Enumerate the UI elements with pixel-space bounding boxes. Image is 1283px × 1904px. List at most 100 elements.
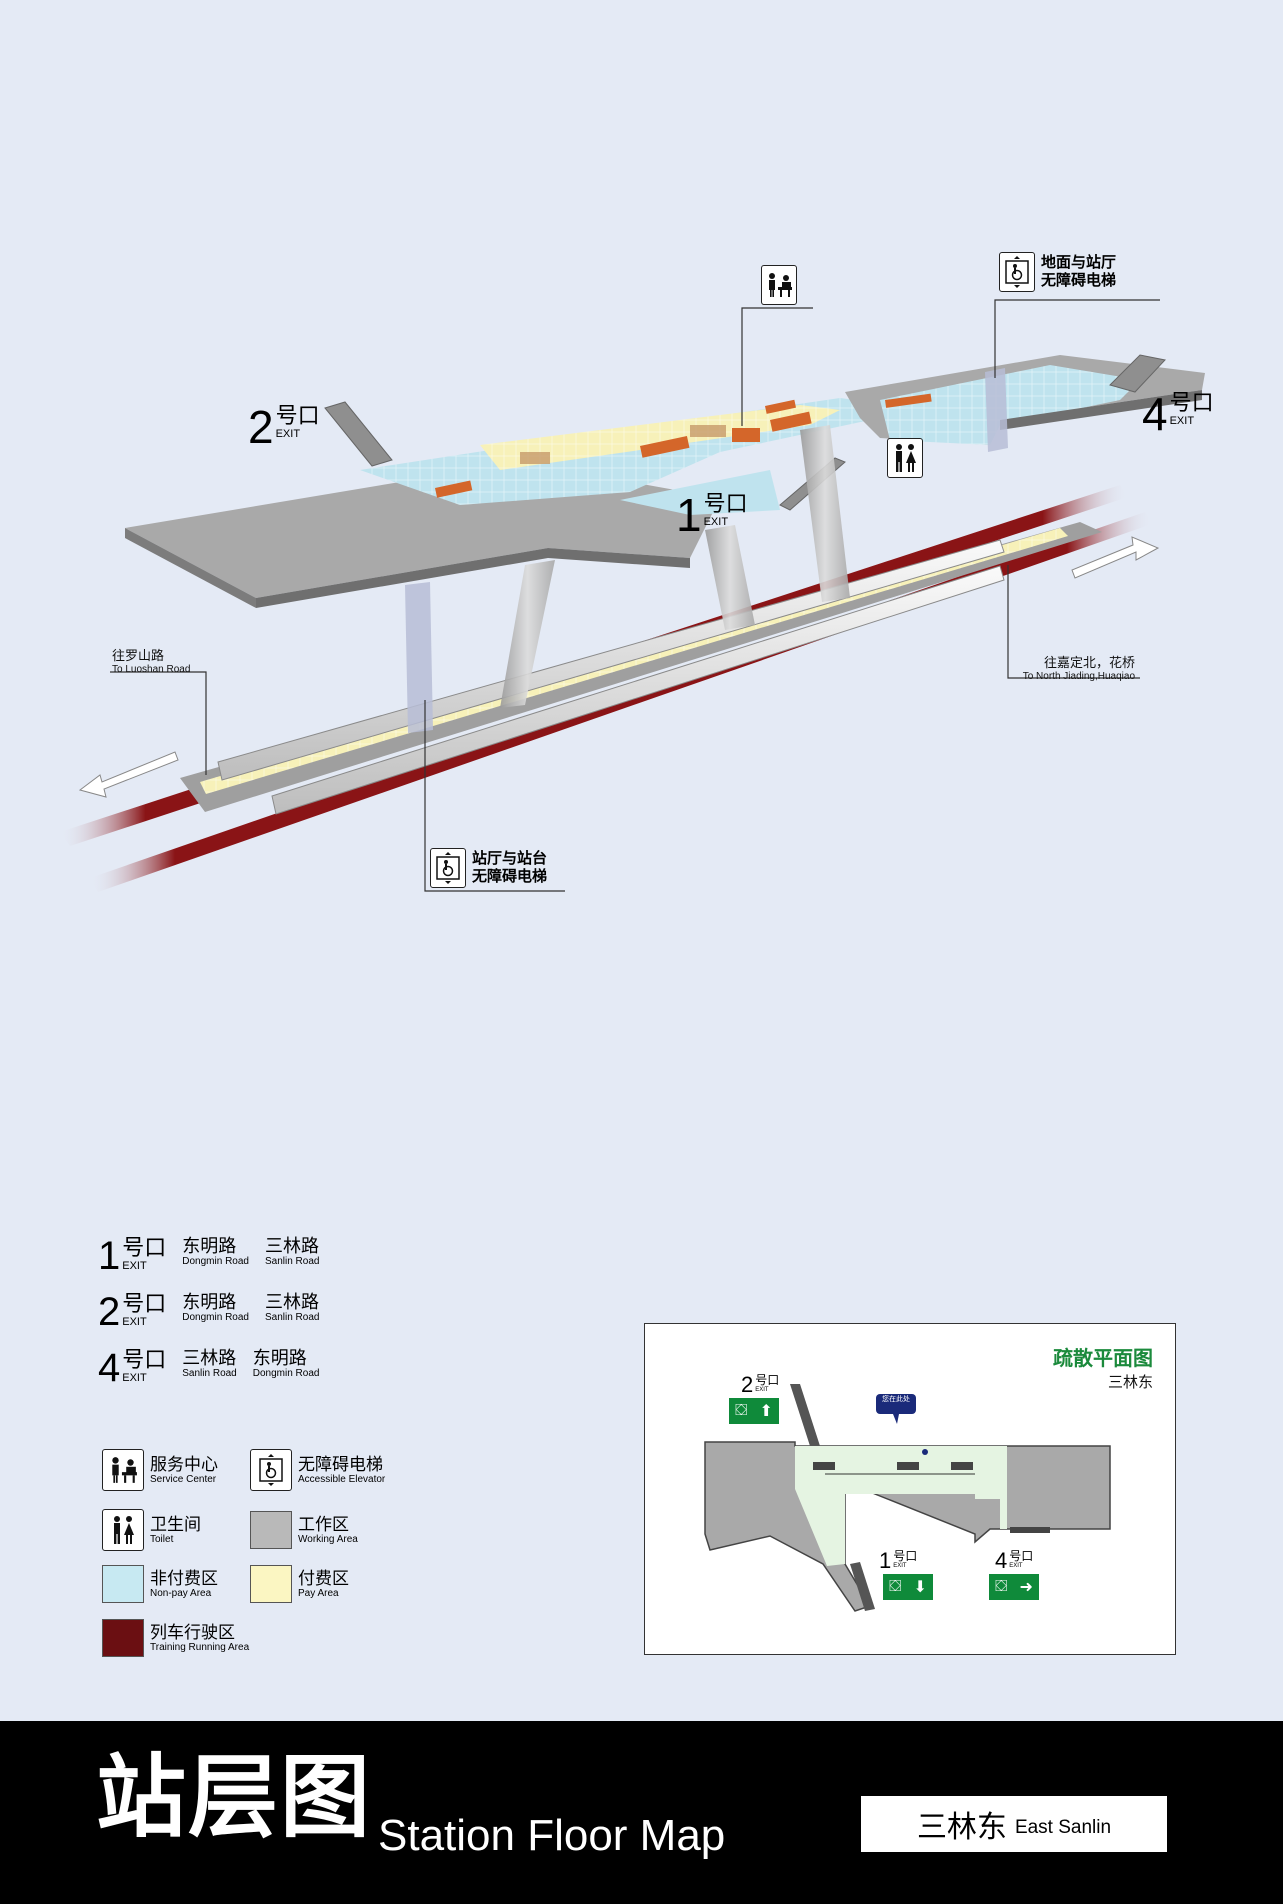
road-cn: 三林路 (264, 1236, 319, 1256)
exit-label-en: EXIT (755, 1387, 769, 1393)
evac-exit-4-label: 4 号口 EXIT (995, 1550, 1033, 1572)
legend-label-en: Toilet (150, 1534, 174, 1545)
toilet-callout-icon (887, 438, 923, 478)
road-cn: 东明路 (252, 1348, 307, 1368)
footer-bar: 站层图 Station Floor Map 三林东 East Sanlin (0, 1721, 1283, 1904)
exit-label-en: EXIT (122, 1316, 147, 1328)
exit-label-cn: 号口 (893, 1549, 918, 1563)
road-en: Sanlin Road (182, 1368, 237, 1379)
running-area-swatch (102, 1619, 144, 1657)
station-name-en: East Sanlin (1014, 1817, 1112, 1838)
columns (405, 368, 1008, 733)
exit-label-cn: 号口 (1009, 1549, 1034, 1563)
platform-elevator-callout: 站厅与站台 无障碍电梯 (430, 848, 547, 888)
station-name-cn: 三林东 (916, 1811, 1007, 1844)
service-center-icon (102, 1449, 144, 1491)
exit-number: 2 (98, 1290, 121, 1334)
arrow-right-icon: ➜ (1019, 1579, 1033, 1596)
legend-label-en: Pay Area (298, 1588, 339, 1599)
accessible-elevator-icon (250, 1449, 292, 1491)
exit-number: 4 (995, 1548, 1008, 1573)
road-cn: 东明路 (182, 1236, 237, 1256)
evac-exit-1-sign: ⛋ ⬇ (883, 1574, 933, 1600)
legend-label-cn: 付费区 (298, 1569, 349, 1588)
road-en: Dongmin Road (252, 1368, 320, 1379)
exit-label-en: EXIT (122, 1260, 147, 1272)
direction-right-cn: 往嘉定北，花桥 (1044, 655, 1136, 670)
service-center-callout-icon (761, 265, 797, 305)
direction-right-en: To North Jiading,Huaqiao (1022, 671, 1136, 682)
direction-left-en: To Luoshan Road (112, 664, 191, 675)
non-pay-area-swatch (102, 1565, 144, 1603)
legend-accessible-elevator: 无障碍电梯 Accessible Elevator (250, 1449, 385, 1491)
street-elevator-line2: 无障碍电梯 (1041, 272, 1117, 289)
road-cn: 三林路 (264, 1292, 319, 1312)
footer-title-cn: 站层图 (96, 1745, 372, 1850)
legend-working-area: 工作区 Working Area (250, 1511, 358, 1549)
map-exit-4-label: 4 号口 EXIT (1142, 390, 1214, 438)
street-elevator-callout: 地面与站厅 无障碍电梯 (999, 252, 1116, 292)
legend-label-cn: 服务中心 (150, 1455, 218, 1474)
evacuation-title: 疏散平面图 (1053, 1348, 1153, 1370)
legend-label-cn: 卫生间 (150, 1515, 201, 1534)
running-man-icon: ⛋ (735, 1402, 748, 1419)
exit-number: 1 (879, 1548, 892, 1573)
accessible-elevator-icon (999, 252, 1035, 292)
road-cn: 东明路 (182, 1292, 237, 1312)
legend-label-en: Training Running Area (150, 1642, 250, 1653)
road-cn: 三林路 (182, 1348, 237, 1368)
exit-number: 1 (98, 1234, 121, 1278)
legend-label-cn: 工作区 (298, 1515, 349, 1534)
evac-exit-1-label: 1 号口 EXIT (879, 1550, 917, 1572)
legend-exit-2: 2 号口 EXIT 东明路 Dongmin Road 三林路 Sanlin Road (98, 1290, 319, 1334)
running-man-icon: ⛋ (995, 1578, 1008, 1595)
accessible-elevator-icon (430, 848, 466, 888)
legend-exit-4: 4 号口 EXIT 三林路 Sanlin Road 东明路 Dongmin Road (98, 1348, 320, 1389)
toilet-icon (102, 1509, 144, 1551)
you-are-here-marker: 您在此处 (882, 1396, 910, 1403)
concourse (125, 354, 1205, 608)
exit-label-cn: 号口 (122, 1235, 167, 1260)
direction-left-label: 往罗山路 To Luoshan Road (112, 645, 190, 675)
toilet-icon (896, 444, 916, 472)
map-exit-1-label: 1 号口 EXIT (676, 492, 748, 539)
legend-label-en: Non-pay Area (150, 1588, 212, 1599)
platform-elevator-line1: 站厅与站台 (472, 850, 548, 867)
evac-exit-2-sign: ⛋ ⬆ (729, 1398, 779, 1424)
exit-number: 2 (741, 1372, 754, 1397)
road-en: Sanlin Road (264, 1256, 320, 1267)
evacuation-plan: 疏散平面图 三林东 您在此处 2 号口 EXIT ⛋ ⬆ 1 (644, 1323, 1176, 1655)
direction-arrows (78, 536, 1160, 798)
legend-label-cn: 列车行驶区 (150, 1623, 235, 1642)
arrow-up-icon: ⬆ (759, 1403, 773, 1420)
evacuation-station: 三林东 (1107, 1374, 1153, 1391)
service-center-icon (769, 273, 792, 297)
road-en: Dongmin Road (182, 1312, 249, 1323)
legend-toilet: 卫生间 Toilet (102, 1509, 201, 1551)
exit-label-en: EXIT (122, 1372, 147, 1384)
exit-label-cn: 号口 (122, 1291, 167, 1316)
legend-non-pay-area: 非付费区 Non-pay Area (102, 1565, 218, 1603)
exit-label-cn: 号口 (755, 1373, 780, 1387)
arrow-down-icon: ⬇ (913, 1579, 927, 1596)
exit-label-en: EXIT (1169, 415, 1195, 427)
station-3d-scene (60, 299, 1205, 892)
exit-number: 2 (248, 401, 274, 453)
direction-right-label: 往嘉定北，花桥 To North Jiading,Huaqiao (1022, 652, 1135, 682)
map-exit-2-label: 2 号口 EXIT (248, 401, 320, 453)
exit-label-cn: 号口 (1169, 390, 1214, 415)
running-man-icon: ⛋ (889, 1578, 902, 1595)
footer-title-en: Station Floor Map (378, 1811, 726, 1860)
legend-label-cn: 非付费区 (150, 1569, 218, 1588)
road-en: Dongmin Road (182, 1256, 249, 1267)
exit-label-cn: 号口 (275, 403, 320, 428)
legend-label-cn: 无障碍电梯 (298, 1455, 383, 1474)
legend-label-en: Working Area (298, 1534, 358, 1545)
exit-label-en: EXIT (703, 516, 729, 528)
street-elevator-line1: 地面与站厅 (1041, 254, 1117, 271)
legend-pay-area: 付费区 Pay Area (250, 1565, 349, 1603)
evacuation-floorplan (704, 1384, 1111, 1612)
evac-exit-4-sign: ⛋ ➜ (989, 1574, 1039, 1600)
legend-label-en: Service Center (150, 1474, 217, 1485)
direction-left-cn: 往罗山路 (112, 648, 165, 663)
